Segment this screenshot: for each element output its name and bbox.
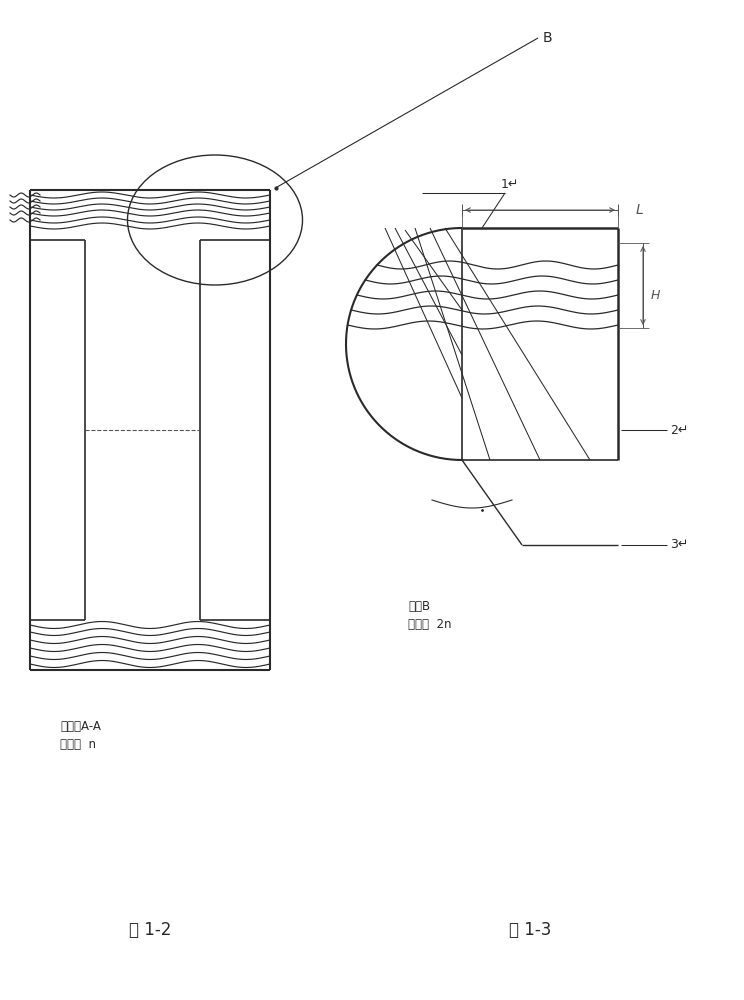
Text: B: B	[543, 31, 553, 45]
Text: 缩放：  n: 缩放： n	[60, 738, 96, 751]
Text: 剖视图A-A: 剖视图A-A	[60, 720, 101, 733]
Text: 图 1-2: 图 1-2	[129, 921, 171, 939]
Text: 缩放：  2n: 缩放： 2n	[408, 618, 452, 631]
Text: 详图B: 详图B	[408, 600, 430, 613]
Text: 3↵: 3↵	[670, 538, 688, 552]
Text: H: H	[651, 289, 661, 302]
Text: 图 1-3: 图 1-3	[509, 921, 551, 939]
Text: 1↵: 1↵	[501, 178, 519, 192]
Text: 2↵: 2↵	[670, 424, 688, 436]
Text: L: L	[636, 203, 644, 217]
